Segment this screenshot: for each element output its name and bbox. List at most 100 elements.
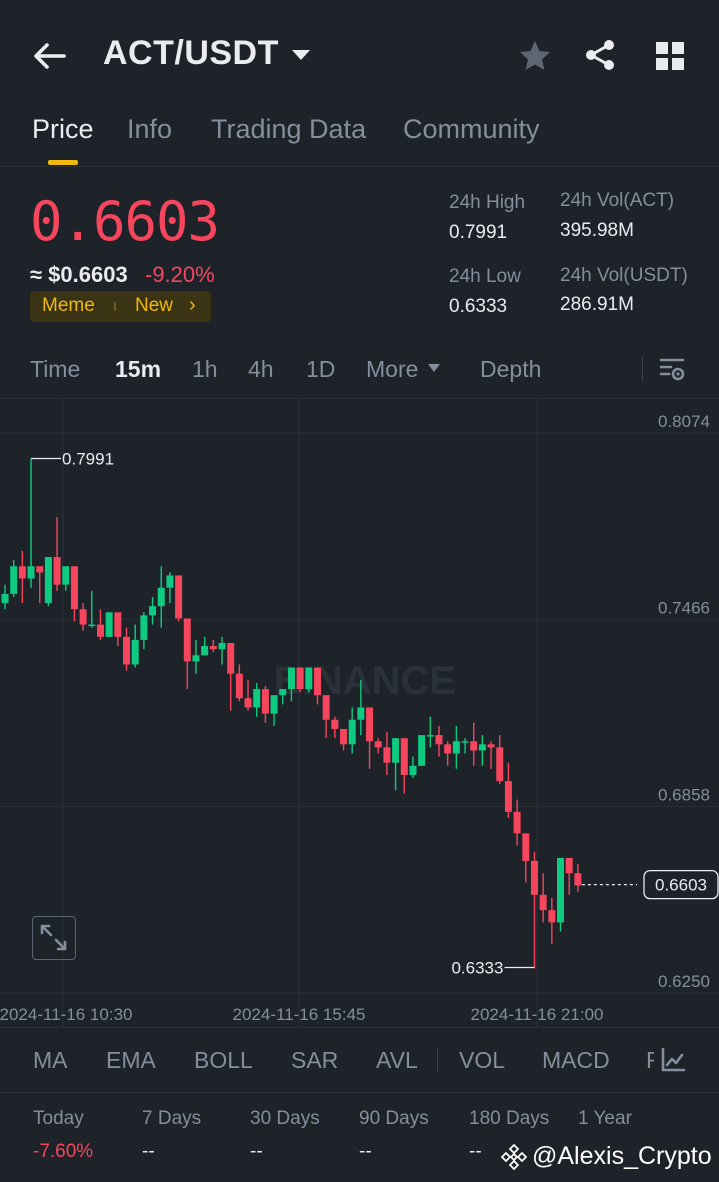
chart-gridlines xyxy=(0,398,719,1027)
candle-body xyxy=(123,636,131,665)
candle-body xyxy=(331,719,339,729)
candle-body xyxy=(253,689,261,708)
depth-tab[interactable]: Depth xyxy=(480,356,542,382)
last-price: 0.6603 xyxy=(30,190,220,253)
y-axis-label: 0.7466 xyxy=(658,599,710,618)
tab-trading-data[interactable]: Trading Data xyxy=(211,114,367,144)
indicator-vol[interactable]: VOL xyxy=(459,1047,506,1073)
expand-icon xyxy=(40,924,67,951)
interval-time[interactable]: Time xyxy=(30,356,81,382)
divider xyxy=(642,356,643,382)
candle-body xyxy=(366,707,374,742)
divider xyxy=(0,1027,719,1028)
candle-body xyxy=(261,689,269,714)
candle-body xyxy=(513,811,521,834)
candle-body xyxy=(244,698,252,708)
interval-1d[interactable]: 1D xyxy=(306,356,336,382)
candle-body xyxy=(70,566,78,610)
candle-body xyxy=(340,728,348,745)
candle-body xyxy=(27,566,35,579)
candle-body xyxy=(62,566,70,585)
indicator-boll[interactable]: BOLL xyxy=(194,1047,253,1073)
candle-body xyxy=(10,566,18,594)
indicator-sar[interactable]: SAR xyxy=(291,1047,339,1073)
tag-meme[interactable]: Meme xyxy=(42,295,95,316)
perf-90d-value: -- xyxy=(359,1141,372,1162)
tab-price[interactable]: Price xyxy=(32,114,94,144)
grid-menu-icon[interactable] xyxy=(653,39,687,73)
candle-body xyxy=(418,735,426,766)
candle-body xyxy=(305,667,313,690)
tag-group[interactable] xyxy=(30,291,211,322)
candle-body xyxy=(296,667,304,690)
indicator-macd[interactable]: MACD xyxy=(542,1047,610,1073)
last-price-tag xyxy=(643,869,719,900)
candle-body xyxy=(452,741,460,754)
last-price-tag-label: 0.6603 xyxy=(655,876,707,895)
x-axis-label: 2024-11-16 10:30 xyxy=(0,1005,132,1024)
divider xyxy=(437,1048,438,1072)
candle-body xyxy=(18,566,26,579)
top-bar: ACT/USDT xyxy=(0,0,719,110)
interval-4h[interactable]: 4h xyxy=(248,356,274,382)
candle-body xyxy=(435,735,443,745)
active-tab-indicator xyxy=(48,160,78,165)
star-icon[interactable] xyxy=(517,38,553,74)
binance-watermark: BINANCE xyxy=(274,659,456,703)
candle-body xyxy=(522,833,530,861)
candle-body xyxy=(574,873,582,886)
indicator-settings-icon[interactable] xyxy=(660,1047,686,1073)
candle-body xyxy=(383,747,391,763)
candle-body xyxy=(270,695,278,714)
tab-info[interactable]: Info xyxy=(127,114,173,144)
candle-body xyxy=(539,894,547,911)
candle-body xyxy=(114,612,122,637)
share-icon[interactable] xyxy=(582,37,618,73)
back-arrow-icon[interactable] xyxy=(30,36,70,76)
chart-axes: 0.8074 0.7466 0.6858 0.6250 2024-11-16 10:30… xyxy=(0,412,710,1024)
tag-new[interactable]: New xyxy=(135,295,174,316)
candle-body xyxy=(487,744,495,748)
price-usd-equivalent: ≈ $0.6603 xyxy=(30,262,128,287)
candle-body xyxy=(140,615,148,640)
candle-body xyxy=(313,667,321,696)
tab-community[interactable]: Community xyxy=(403,114,540,144)
interval-more[interactable]: More xyxy=(366,356,419,382)
price-change-percent: -9.20% xyxy=(145,262,215,287)
perf-today-value: -7.60% xyxy=(33,1141,94,1162)
perf-30d-value: -- xyxy=(250,1141,263,1162)
chart-settings-icon[interactable] xyxy=(658,355,686,383)
candles-group xyxy=(1,458,582,969)
candle-body xyxy=(400,738,408,776)
candle-body xyxy=(287,667,295,690)
fullscreen-button[interactable] xyxy=(32,916,76,960)
indicator-avl[interactable]: AVL xyxy=(376,1047,418,1073)
candle-body xyxy=(348,719,356,745)
candle-body xyxy=(183,618,191,662)
perf-7d-label: 7 Days xyxy=(142,1108,202,1129)
candle-body xyxy=(1,593,9,604)
binance-logo-icon xyxy=(500,1143,528,1171)
trading-pair-title[interactable]: ACT/USDT xyxy=(103,34,279,72)
indicator-rsi[interactable]: R xyxy=(646,1047,654,1074)
caret-down-icon[interactable] xyxy=(290,44,312,66)
stat-low-label: 24h Low xyxy=(449,266,521,287)
interval-1h[interactable]: 1h xyxy=(192,356,218,382)
candle-body xyxy=(279,689,287,696)
candle-body xyxy=(504,781,512,812)
stat-vol-quote-label: 24h Vol(USDT) xyxy=(560,265,688,286)
indicator-ema[interactable]: EMA xyxy=(106,1047,156,1073)
interval-15m[interactable]: 15m xyxy=(115,356,162,382)
indicator-ma[interactable]: MA xyxy=(33,1047,68,1073)
perf-7d-value: -- xyxy=(142,1141,155,1162)
stat-vol-base-value: 395.98M xyxy=(560,220,634,241)
credit-watermark: @Alexis_Crypto xyxy=(532,1142,712,1170)
candle-body xyxy=(44,557,52,604)
candle-body xyxy=(192,655,200,662)
chevron-right-icon[interactable]: › xyxy=(189,294,196,316)
perf-90d-label: 90 Days xyxy=(359,1108,429,1129)
y-axis-label: 0.6250 xyxy=(658,972,710,991)
caret-down-icon[interactable] xyxy=(427,362,441,374)
candle-body xyxy=(557,857,565,923)
